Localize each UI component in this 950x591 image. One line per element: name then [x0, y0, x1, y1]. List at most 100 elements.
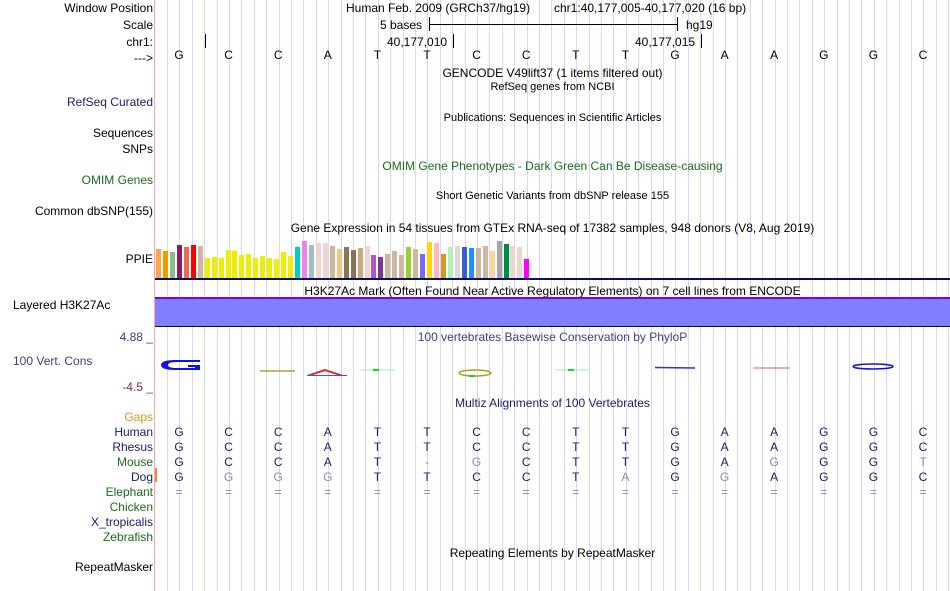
label-strand[interactable]: ---> — [134, 51, 153, 65]
alignment-base: G — [273, 470, 283, 484]
species-label[interactable]: X_tropicalis — [90, 515, 153, 529]
label-ppie[interactable]: PPIE — [125, 252, 153, 266]
species-label[interactable]: Mouse — [116, 455, 153, 469]
label-snps[interactable]: SNPs — [122, 142, 153, 156]
gtex-tissue-bar[interactable] — [371, 255, 377, 279]
gtex-tissue-bar[interactable] — [454, 246, 460, 279]
phylop-logo[interactable] — [155, 350, 950, 385]
gtex-tissue-bar[interactable] — [232, 251, 238, 279]
gtex-tissue-bar[interactable] — [239, 255, 245, 279]
gtex-tissue-bar[interactable] — [274, 259, 280, 279]
gtex-tissue-bar[interactable] — [183, 247, 189, 279]
gtex-tissue-bar[interactable] — [197, 246, 203, 279]
species-label[interactable]: Dog — [130, 470, 153, 484]
species-label[interactable]: Human — [114, 425, 153, 439]
track-title-dbsnp[interactable]: Short Genetic Variants from dbSNP releas… — [435, 190, 670, 202]
species-label[interactable]: Elephant — [105, 485, 153, 499]
gtex-tissue-bar[interactable] — [308, 245, 314, 279]
sequence-base: C — [472, 48, 481, 62]
gtex-tissue-bar[interactable] — [413, 249, 419, 279]
gtex-tissue-bar[interactable] — [510, 246, 516, 279]
gtex-tissue-bar[interactable] — [322, 243, 328, 279]
coord-tick — [701, 34, 702, 48]
gtex-tissue-bar[interactable] — [225, 250, 231, 279]
label-chrom[interactable]: chr1: — [126, 35, 153, 49]
gtex-tissue-bar[interactable] — [357, 248, 363, 279]
gtex-tissue-bar[interactable] — [503, 244, 509, 279]
track-title-h3k27ac[interactable]: H3K27Ac Mark (Often Found Near Active Re… — [304, 284, 801, 298]
gtex-tissue-bar[interactable] — [378, 257, 384, 279]
gtex-tissue-bar[interactable] — [156, 249, 161, 279]
label-repeatmasker[interactable]: RepeatMasker — [74, 560, 153, 574]
gtex-bar-chart[interactable] — [155, 238, 532, 279]
alignment-base: = — [423, 485, 431, 499]
gtex-tissue-bar[interactable] — [190, 245, 196, 279]
gtex-tissue-bar[interactable] — [329, 246, 335, 279]
species-label[interactable]: Zebrafish — [102, 530, 153, 544]
track-title-gencode[interactable]: GENCODE V49lift37 (1 items filtered out) — [442, 66, 663, 80]
h3k27ac-signal[interactable] — [155, 299, 950, 326]
gtex-tissue-bar[interactable] — [281, 252, 287, 279]
gtex-tissue-bar[interactable] — [489, 251, 495, 279]
gtex-tissue-bar[interactable] — [475, 248, 481, 279]
gtex-tissue-bar[interactable] — [260, 256, 266, 279]
gtex-tissue-bar[interactable] — [295, 247, 300, 279]
label-scale[interactable]: Scale — [122, 18, 153, 32]
track-title-refseq[interactable]: RefSeq genes from NCBI — [490, 81, 615, 93]
species-label[interactable]: Rhesus — [112, 440, 153, 454]
gtex-tissue-bar[interactable] — [406, 247, 412, 279]
gtex-tissue-bar[interactable] — [461, 247, 467, 279]
gtex-tissue-bar[interactable] — [399, 255, 405, 279]
alignment-base: G — [670, 455, 680, 469]
gtex-tissue-bar[interactable] — [336, 249, 342, 279]
track-title-multiz[interactable]: Multiz Alignments of 100 Vertebrates — [455, 396, 650, 410]
gtex-tissue-bar[interactable] — [176, 245, 182, 279]
gtex-tissue-bar[interactable] — [392, 251, 398, 279]
sequence-base: A — [770, 48, 779, 62]
label-sequences[interactable]: Sequences — [92, 126, 153, 140]
label-window-position[interactable]: Window Position — [64, 1, 153, 15]
gtex-tissue-bar[interactable] — [364, 246, 370, 279]
gtex-tissue-bar[interactable] — [218, 258, 224, 279]
gtex-tissue-bar[interactable] — [427, 242, 433, 279]
gtex-tissue-bar[interactable] — [204, 258, 210, 279]
gtex-tissue-bar[interactable] — [211, 257, 217, 279]
track-title-gtex[interactable]: Gene Expression in 54 tissues from GTEx … — [290, 221, 815, 235]
conservation-logo-t — [373, 369, 379, 371]
gtex-tissue-bar[interactable] — [517, 247, 523, 279]
gtex-tissue-bar[interactable] — [434, 243, 439, 279]
gtex-tissue-bar[interactable] — [315, 243, 321, 279]
track-title-phylop[interactable]: 100 vertebrates Basewise Conservation by… — [417, 330, 688, 344]
track-title-publications[interactable]: Publications: Sequences in Scientific Ar… — [443, 112, 662, 124]
alignment-base: C — [224, 455, 233, 469]
alignment-base: C — [521, 440, 531, 454]
label-omim-genes[interactable]: OMIM Genes — [81, 173, 153, 187]
gtex-tissue-bar[interactable] — [288, 256, 294, 279]
gtex-tissue-bar[interactable] — [246, 254, 252, 279]
gtex-tissue-bar[interactable] — [524, 259, 530, 279]
gtex-tissue-bar[interactable] — [420, 254, 426, 279]
gtex-tissue-bar[interactable] — [343, 247, 349, 279]
label-common-dbsnp[interactable]: Common dbSNP(155) — [34, 204, 153, 218]
label-refseq-curated[interactable]: RefSeq Curated — [66, 95, 153, 109]
gtex-tissue-bar[interactable] — [447, 247, 453, 279]
gtex-tissue-bar[interactable] — [301, 241, 307, 279]
label-gaps[interactable]: Gaps — [124, 410, 153, 424]
gtex-tissue-bar[interactable] — [496, 241, 502, 279]
label-100-vert-cons[interactable]: 100 Vert. Cons — [13, 354, 93, 368]
species-label[interactable]: Chicken — [109, 500, 153, 514]
gtex-tissue-bar[interactable] — [385, 254, 391, 279]
label-layered-h3k27ac[interactable]: Layered H3K27Ac — [13, 298, 111, 312]
gtex-tissue-bar[interactable] — [169, 252, 175, 279]
sequence-base: C — [918, 48, 928, 62]
gtex-tissue-bar[interactable] — [440, 254, 446, 279]
gtex-tissue-bar[interactable] — [253, 258, 259, 279]
gtex-tissue-bar[interactable] — [468, 248, 474, 279]
gtex-tissue-bar[interactable] — [482, 246, 488, 279]
gtex-tissue-bar[interactable] — [162, 251, 168, 279]
gtex-tissue-bar[interactable] — [267, 258, 273, 279]
track-title-omim[interactable]: OMIM Gene Phenotypes - Dark Green Can Be… — [382, 159, 723, 173]
gtex-tissue-bar[interactable] — [350, 250, 356, 279]
alignment-base: G — [323, 470, 333, 484]
track-title-repeatmasker[interactable]: Repeating Elements by RepeatMasker — [449, 546, 656, 560]
